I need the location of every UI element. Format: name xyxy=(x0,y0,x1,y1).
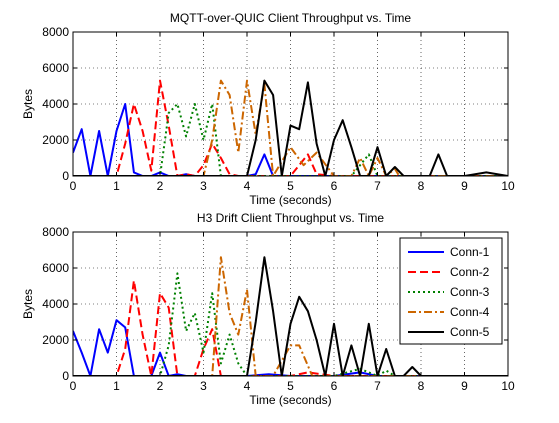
x-axis-label: Time (seconds) xyxy=(249,393,331,407)
x-tick-label: 4 xyxy=(244,379,251,393)
series-line-conn-3 xyxy=(73,103,508,176)
x-tick-label: 2 xyxy=(157,179,164,193)
x-tick-label: 5 xyxy=(287,379,294,393)
x-tick-label: 10 xyxy=(501,379,515,393)
legend-label-conn-1: Conn-1 xyxy=(450,245,490,259)
y-tick-label: 6000 xyxy=(42,261,69,275)
x-tick-label: 7 xyxy=(374,179,381,193)
x-tick-label: 1 xyxy=(113,379,120,393)
y-tick-label: 2000 xyxy=(42,133,69,147)
legend-box xyxy=(399,237,503,345)
y-tick-label: 0 xyxy=(62,369,69,383)
y-tick-label: 8000 xyxy=(42,25,69,39)
x-tick-label: 6 xyxy=(331,379,338,393)
series-line-conn-2 xyxy=(73,279,508,376)
legend-label-conn-4: Conn-4 xyxy=(450,305,490,319)
legend-label-conn-5: Conn-5 xyxy=(450,325,490,339)
y-tick-label: 8000 xyxy=(42,225,69,239)
legend-label-conn-3: Conn-3 xyxy=(450,285,490,299)
x-tick-label: 0 xyxy=(70,379,77,393)
x-tick-label: 9 xyxy=(461,379,468,393)
y-tick-label: 4000 xyxy=(42,297,69,311)
series-line-conn-4 xyxy=(73,79,508,176)
chart-2: 0 1 2 3 4 5 6 7 8 9 10 0 2000 4000 6000 8000 H3 Drift Cl… xyxy=(21,211,515,407)
x-tick-label: 2 xyxy=(157,379,164,393)
chart-title: H3 Drift Client Throughput vs. Time xyxy=(197,211,385,225)
series-line-conn-1 xyxy=(73,103,508,176)
y-tick-label: 0 xyxy=(62,169,69,183)
x-tick-label: 1 xyxy=(113,179,120,193)
x-tick-label: 10 xyxy=(501,179,515,193)
x-tick-label: 5 xyxy=(287,179,294,193)
legend: Conn-1 Conn-2 Conn-3 Conn-4 Conn-5 xyxy=(399,237,503,345)
x-tick-label: 9 xyxy=(461,179,468,193)
x-tick-label: 8 xyxy=(418,379,425,393)
y-tick-label: 6000 xyxy=(42,61,69,75)
series-line-conn-2 xyxy=(73,79,508,176)
y-tick-label: 2000 xyxy=(42,333,69,347)
x-tick-label: 4 xyxy=(244,179,251,193)
x-tick-label: 3 xyxy=(200,179,207,193)
x-tick-label: 6 xyxy=(331,179,338,193)
series-line-conn-5 xyxy=(73,79,508,176)
x-tick-label: 8 xyxy=(418,179,425,193)
y-axis-label: Bytes xyxy=(21,89,35,119)
series-line-conn-5 xyxy=(73,256,508,376)
series-line-conn-4 xyxy=(73,256,508,376)
x-tick-label: 0 xyxy=(70,179,77,193)
y-tick-label: 4000 xyxy=(42,97,69,111)
x-tick-label: 7 xyxy=(374,379,381,393)
y-axis-label: Bytes xyxy=(21,289,35,319)
series-line-conn-3 xyxy=(73,272,508,376)
legend-label-conn-2: Conn-2 xyxy=(450,265,490,279)
chart-title: MQTT-over-QUIC Client Throughput vs. Tim… xyxy=(170,11,412,25)
chart-1: 0 1 2 3 4 5 6 7 8 9 10 0 2000 4000 6000 8000 MQTT-over-Q… xyxy=(21,11,515,207)
x-tick-label: 3 xyxy=(200,379,207,393)
x-axis-label: Time (seconds) xyxy=(249,193,331,207)
